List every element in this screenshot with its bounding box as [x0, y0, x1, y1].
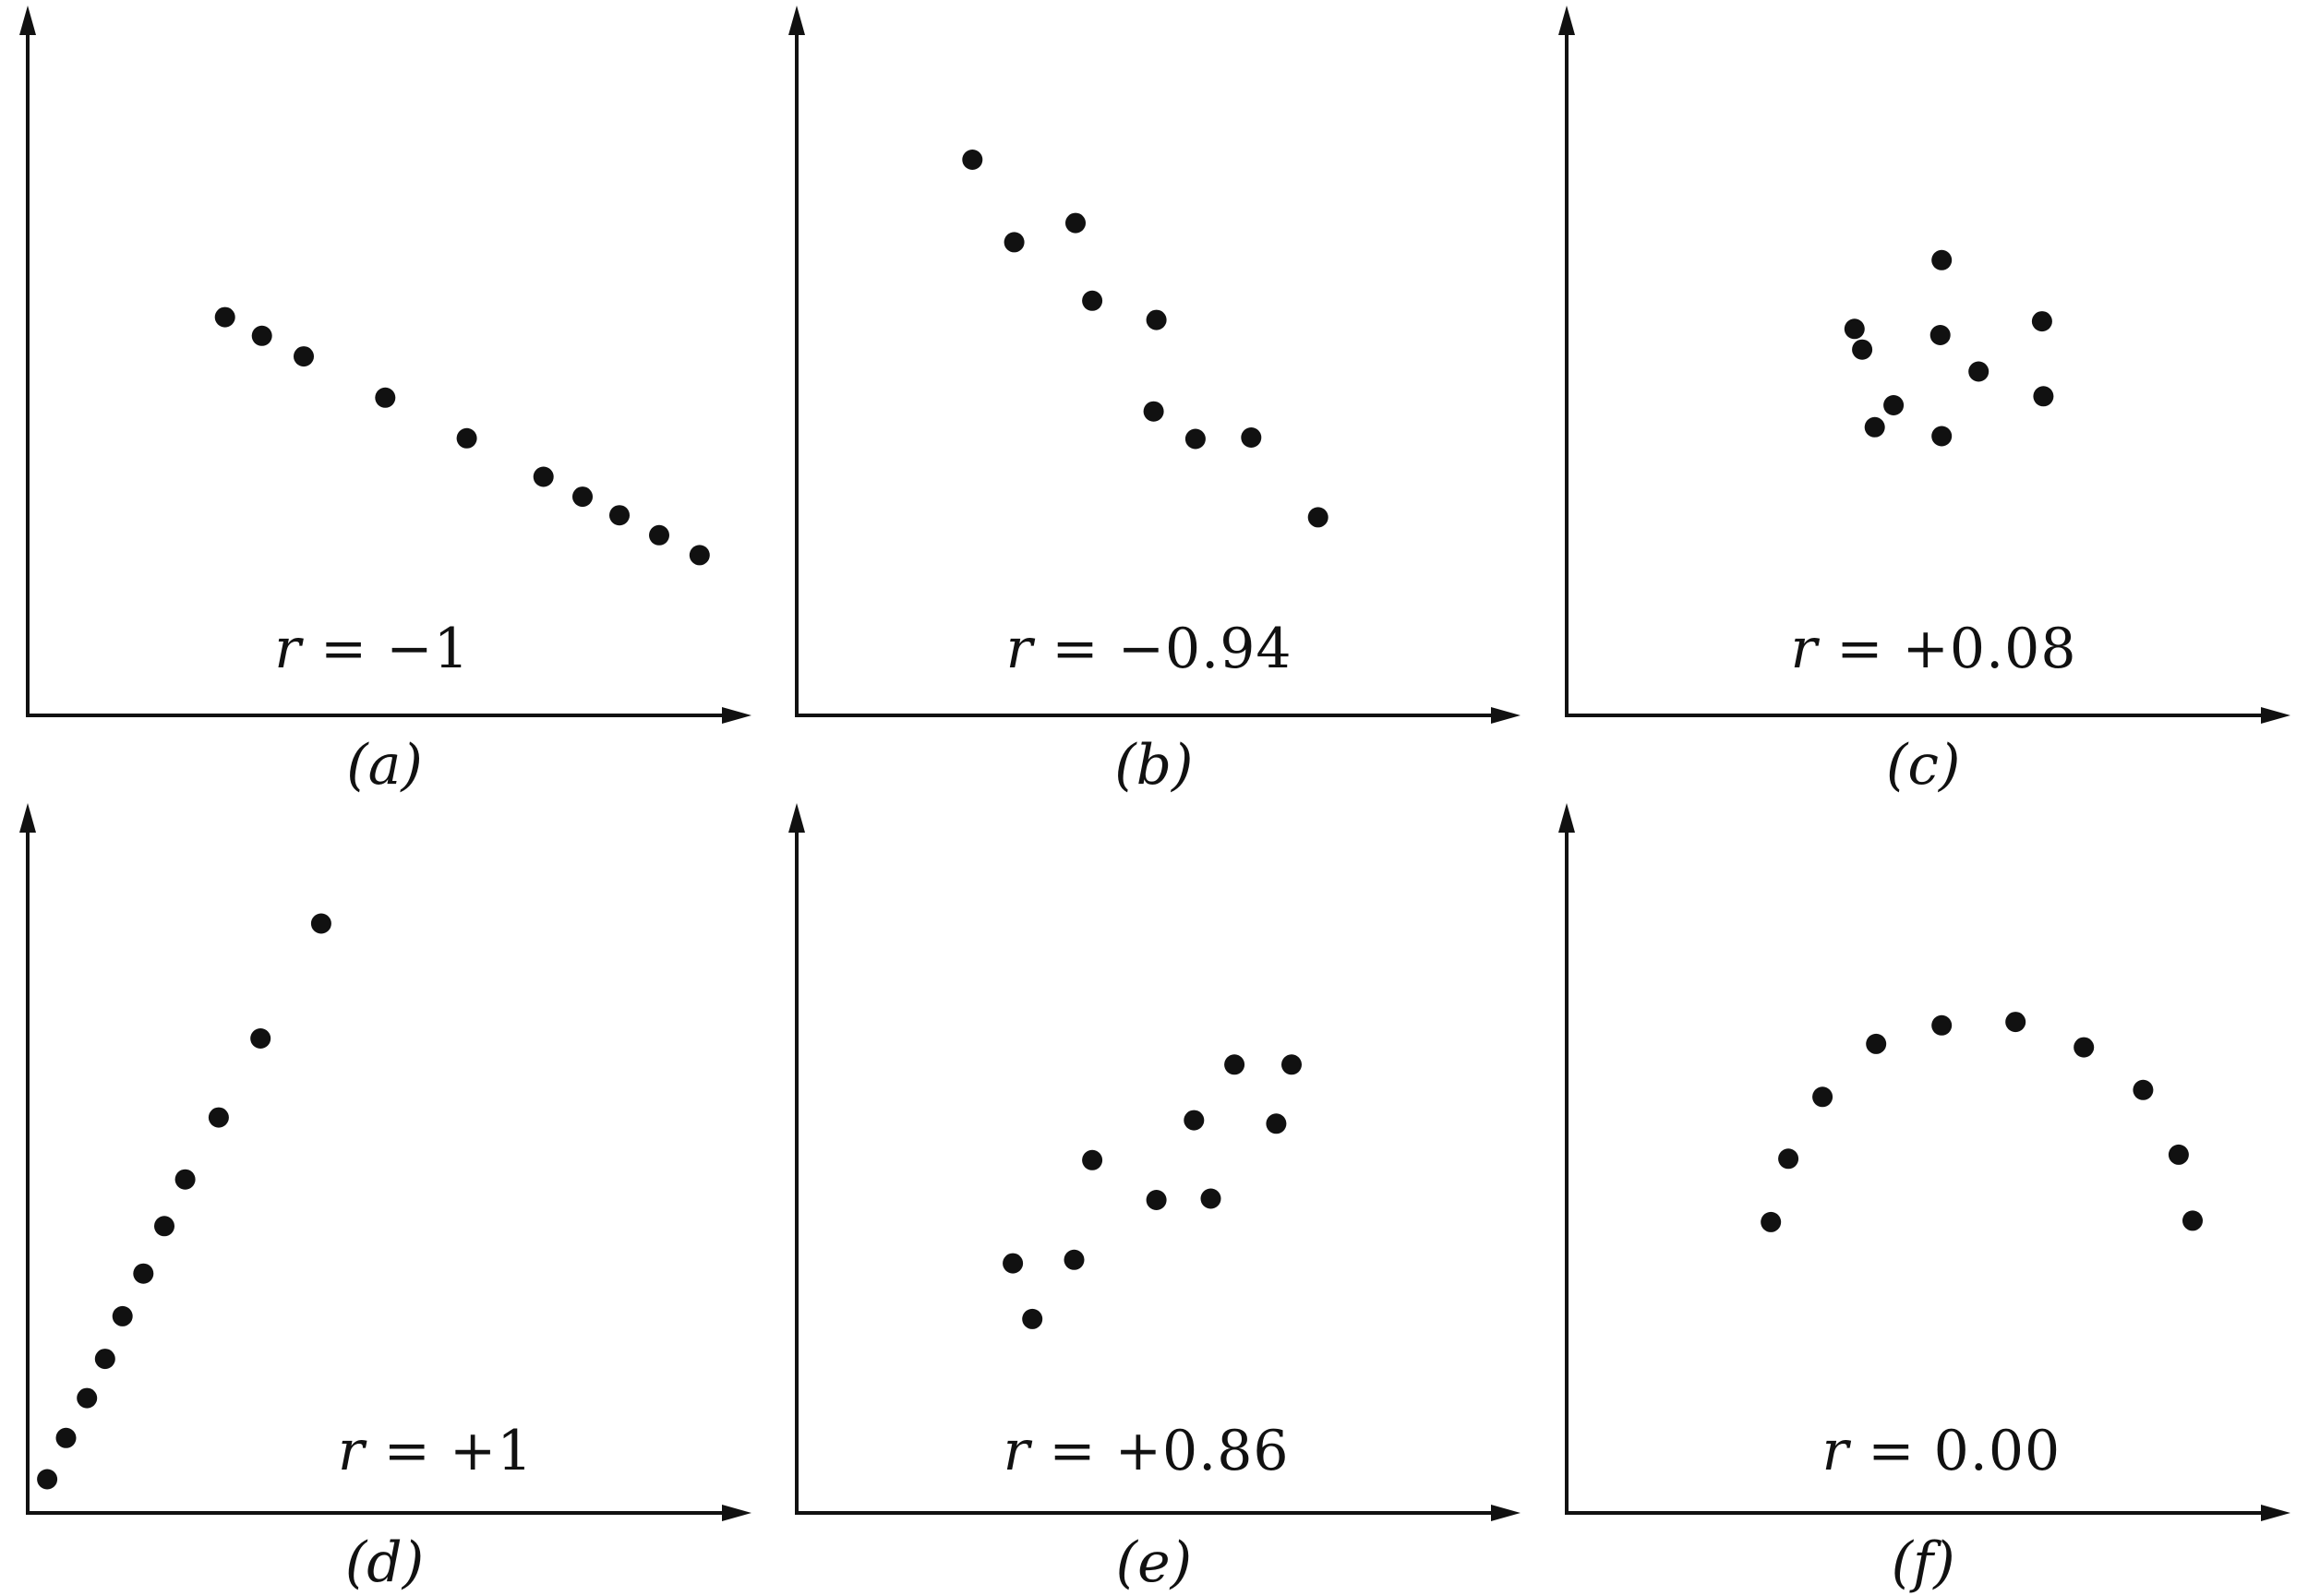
- r-label-c: r = +0.08: [1791, 617, 2077, 681]
- r-label-f: r = 0.00: [1821, 1419, 2061, 1483]
- r-value-text: = −0.94: [1033, 617, 1292, 682]
- r-value-text: = 0.00: [1849, 1418, 2062, 1483]
- panel-caption-e: (e): [1115, 1530, 1192, 1595]
- scatter-axes-and-points-b: [788, 6, 1521, 724]
- scatter-plot-d: r = +1: [0, 798, 769, 1531]
- scatter-plot-b: r = −0.94: [769, 0, 1538, 734]
- panel-caption-b: (b): [1114, 733, 1194, 798]
- scatter-plot-a: r = −1: [0, 0, 769, 734]
- panel-caption-d: (d): [344, 1530, 425, 1595]
- r-symbol: r: [1821, 1418, 1850, 1483]
- r-label-a: r = −1: [274, 617, 470, 681]
- r-symbol: r: [1005, 617, 1034, 682]
- r-value-text: = +0.86: [1030, 1418, 1290, 1483]
- r-symbol: r: [1790, 617, 1819, 682]
- r-label-e: r = +0.86: [1004, 1419, 1290, 1483]
- panel-caption-a: (a): [346, 733, 423, 798]
- scatter-axes-and-points-c: [1557, 6, 2290, 724]
- scatter-panel-a: r = −1 (a): [0, 0, 769, 798]
- scatter-plot-f: r = 0.00: [1539, 798, 2308, 1531]
- scatter-axes-and-points-d: [19, 803, 751, 1521]
- scatter-panel-f: r = 0.00 (f): [1539, 798, 2308, 1596]
- panel-caption-c: (c): [1885, 733, 1961, 798]
- r-symbol: r: [337, 1418, 366, 1483]
- r-value-text: = −1: [301, 617, 470, 682]
- r-value-text: = +1: [365, 1418, 534, 1483]
- scatter-plot-e: r = +0.86: [769, 798, 1538, 1531]
- scatter-panel-c: r = +0.08 (c): [1539, 0, 2308, 798]
- scatter-plot-c: r = +0.08: [1539, 0, 2308, 734]
- r-label-b: r = −0.94: [1006, 617, 1292, 681]
- scatter-panel-b: r = −0.94 (b): [769, 0, 1538, 798]
- r-symbol: r: [274, 617, 302, 682]
- scatter-panel-d: r = +1 (d): [0, 798, 769, 1596]
- scatter-axes-and-points-f: [1557, 803, 2290, 1521]
- panel-caption-f: (f): [1891, 1530, 1955, 1595]
- scatter-axes-and-points-e: [788, 803, 1521, 1521]
- r-value-text: = +0.08: [1818, 617, 2077, 682]
- r-label-d: r = +1: [338, 1419, 534, 1483]
- r-symbol: r: [1003, 1418, 1031, 1483]
- scatter-panel-e: r = +0.86 (e): [769, 798, 1538, 1596]
- scatter-axes-and-points-a: [19, 6, 751, 724]
